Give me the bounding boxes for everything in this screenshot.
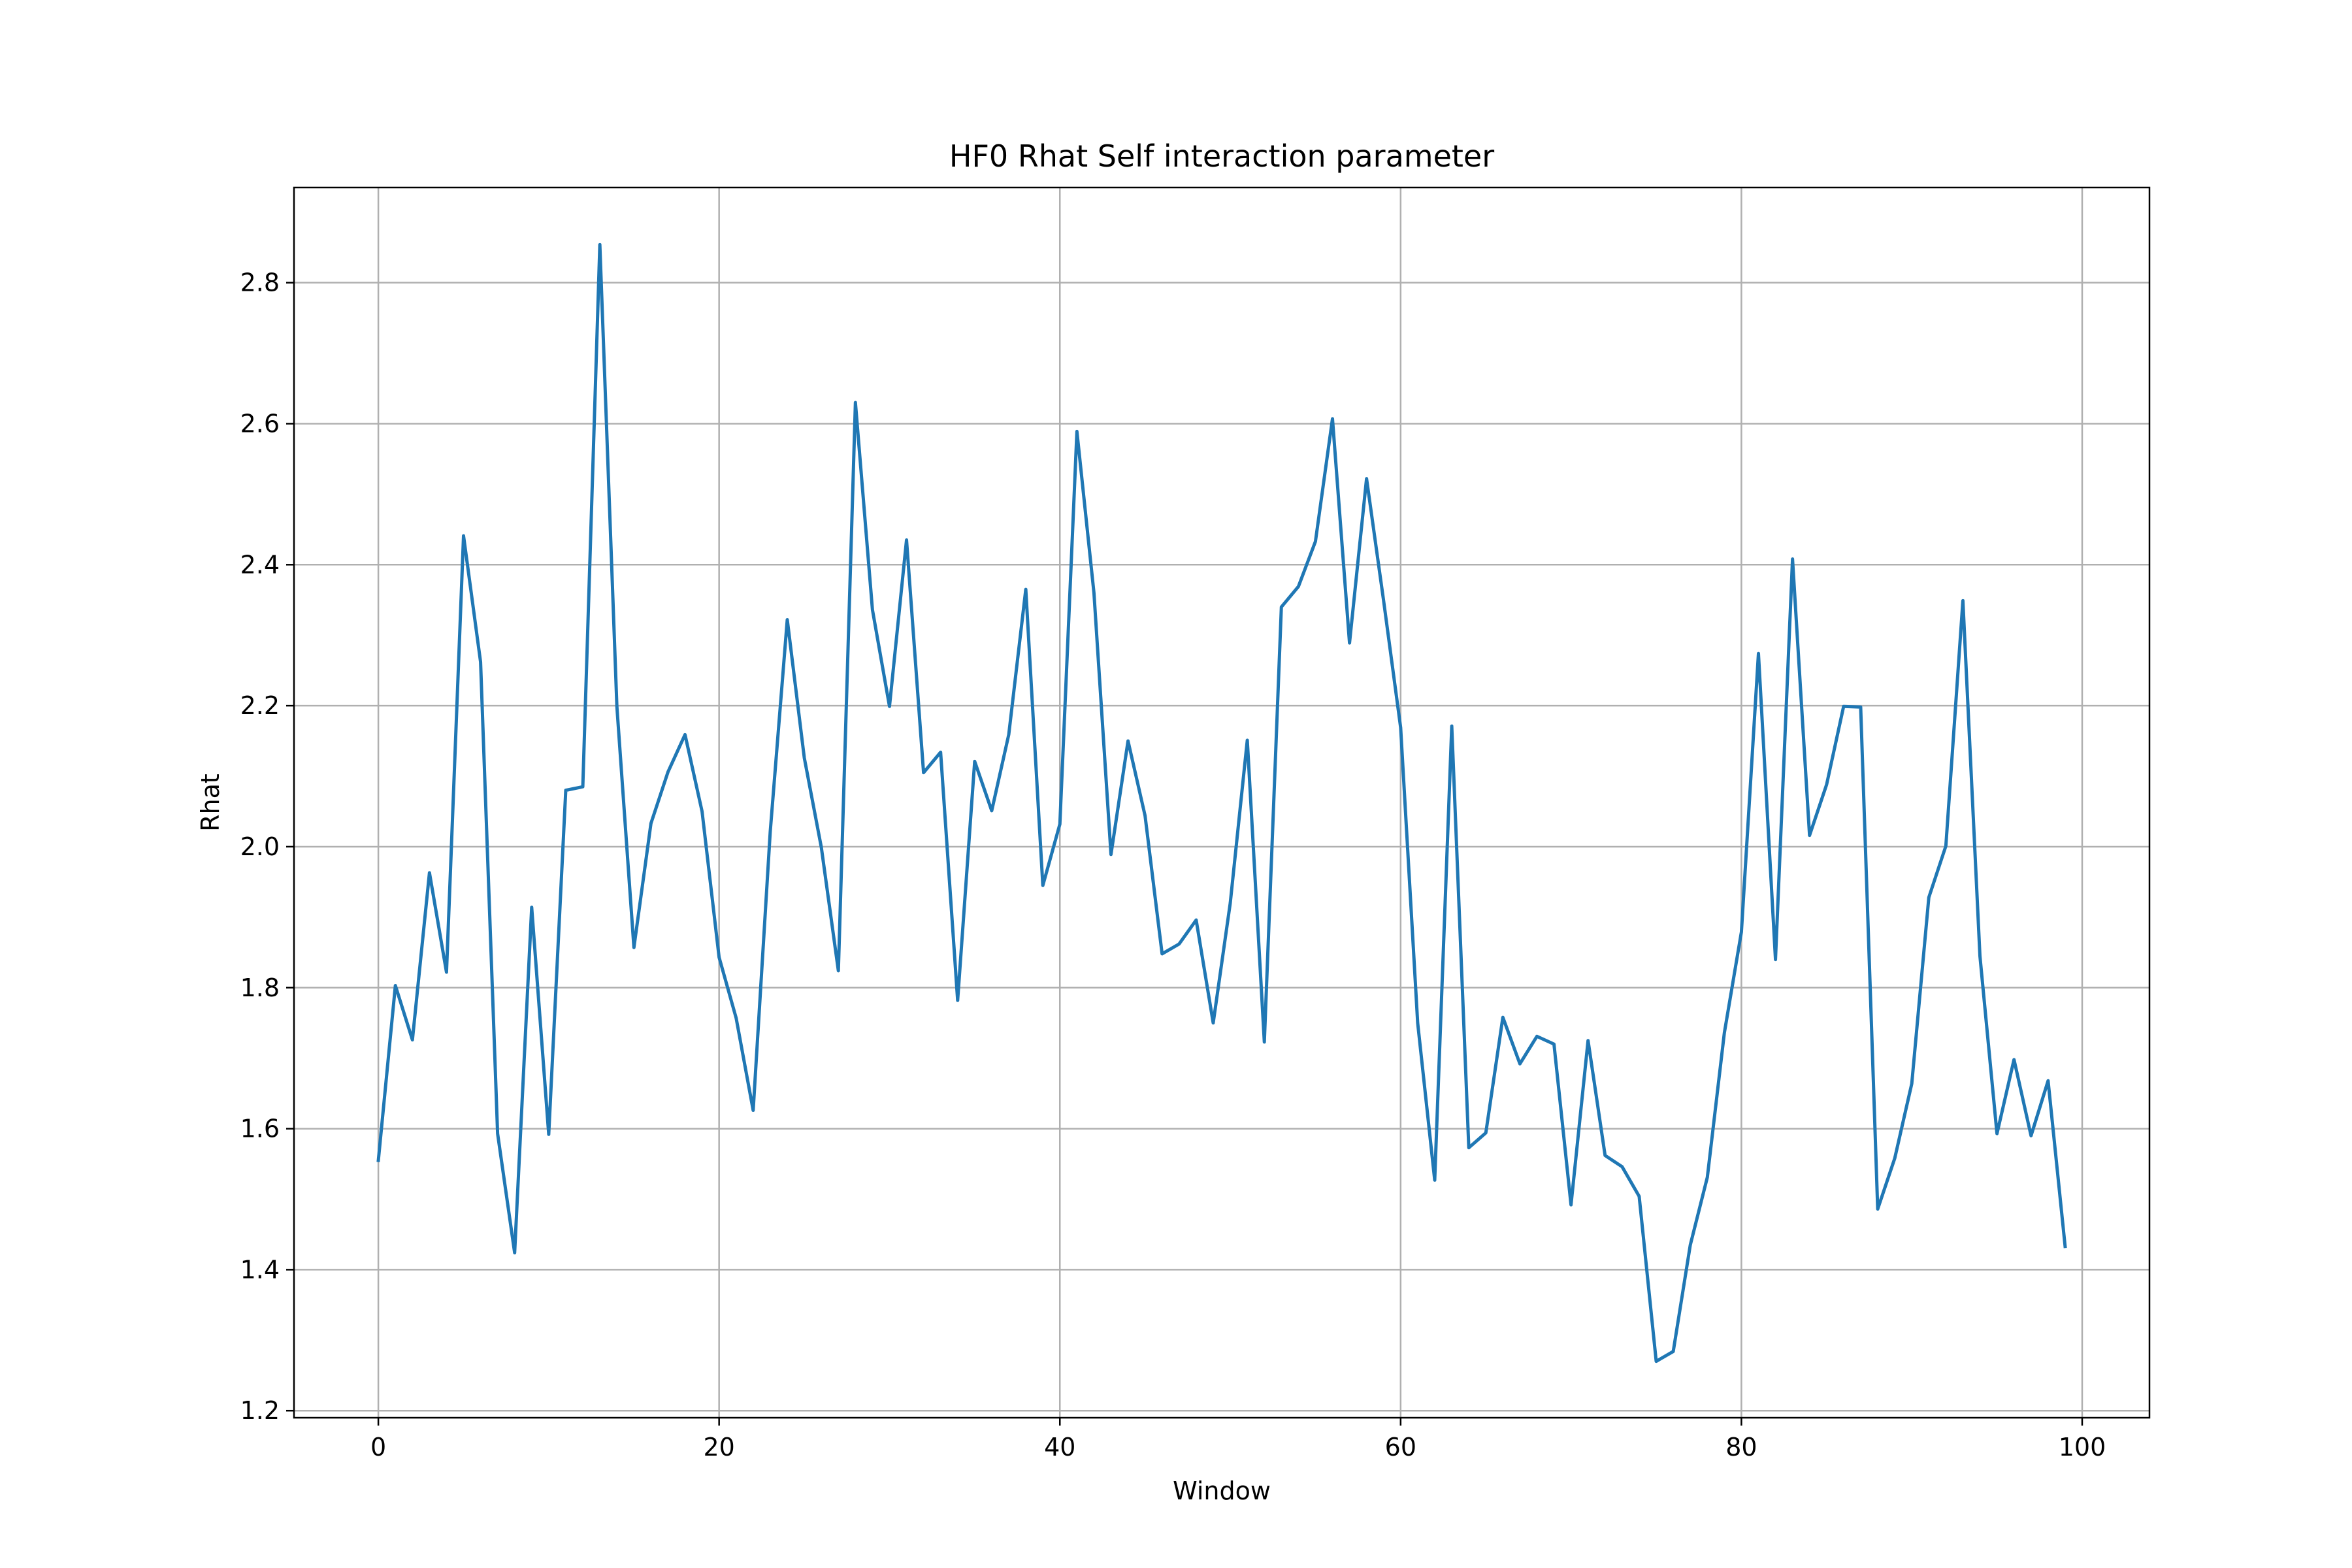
y-tick-label: 2.8 — [240, 269, 280, 297]
x-tick-label: 0 — [370, 1433, 386, 1462]
y-axis-label: Rhat — [196, 774, 225, 832]
x-tick-label: 80 — [1725, 1433, 1757, 1462]
series-line — [376, 242, 2067, 1364]
y-tick-label: 1.4 — [240, 1255, 280, 1284]
y-tick-label: 2.6 — [240, 409, 280, 438]
y-tick-label: 1.8 — [240, 973, 280, 1002]
x-axis-ticks: 0 20 40 60 80 100 — [370, 1418, 2106, 1462]
y-tick-label: 2.4 — [240, 550, 280, 579]
x-axis-label: Window — [1173, 1477, 1271, 1505]
y-tick-label: 2.2 — [240, 691, 280, 720]
x-tick-label: 20 — [703, 1433, 734, 1462]
grid-lines — [294, 188, 2149, 1418]
chart-title: HF0 Rhat Self interaction parameter — [949, 139, 1494, 174]
data-series — [376, 242, 2067, 1364]
axes-frame — [293, 186, 2151, 1419]
x-tick-label: 100 — [2059, 1433, 2106, 1462]
y-tick-label: 2.0 — [240, 832, 280, 861]
y-tick-label: 1.2 — [240, 1396, 280, 1425]
y-tick-label: 1.6 — [240, 1115, 280, 1143]
x-tick-label: 60 — [1385, 1433, 1416, 1462]
y-axis-ticks: 1.2 1.4 1.6 1.8 2.0 2.2 2.4 2.6 2.8 — [240, 269, 294, 1425]
x-tick-label: 40 — [1044, 1433, 1075, 1462]
